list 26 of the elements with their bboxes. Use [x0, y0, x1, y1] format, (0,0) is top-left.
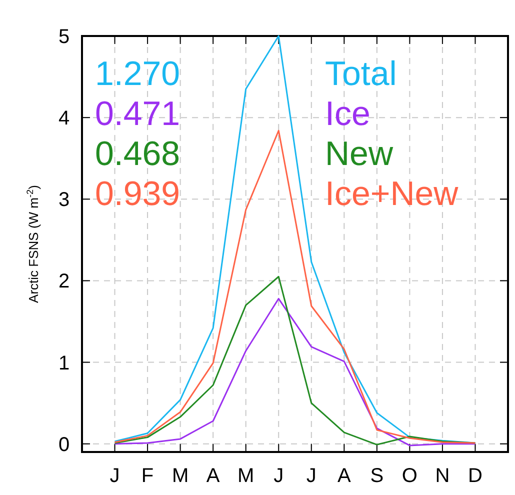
y-tick-label: 3: [58, 189, 70, 212]
x-tick-label: M: [172, 465, 189, 487]
x-tick-label: J: [306, 465, 316, 487]
text: New: [325, 135, 394, 173]
annotation: 0.471: [95, 95, 180, 133]
x-tick-label: J: [110, 465, 120, 487]
x-tick-label: J: [274, 465, 284, 487]
x-tick-label: M: [238, 465, 254, 487]
text: Ice: [325, 95, 370, 133]
x-tick-label: O: [402, 465, 418, 487]
x-tick-label: D: [468, 465, 482, 487]
y-tick-label: 1: [58, 352, 70, 374]
series-label: Ice+New: [325, 175, 459, 213]
y-tick-label: 2: [58, 270, 70, 293]
y-tick-label: 0: [58, 434, 70, 456]
x-tick-label: S: [370, 465, 384, 487]
y-tick-label: 5: [58, 26, 70, 48]
annotation: 1.270: [95, 55, 180, 93]
x-tick-label: A: [337, 465, 352, 487]
y-tick-label: 4: [58, 108, 70, 130]
series-label: Total: [325, 55, 397, 93]
annotation: 0.939: [95, 175, 180, 213]
x-tick-label: N: [435, 465, 450, 487]
x-tick-label: A: [206, 465, 220, 487]
x-tick-label: F: [141, 465, 154, 487]
annotation: 0.468: [95, 135, 180, 173]
